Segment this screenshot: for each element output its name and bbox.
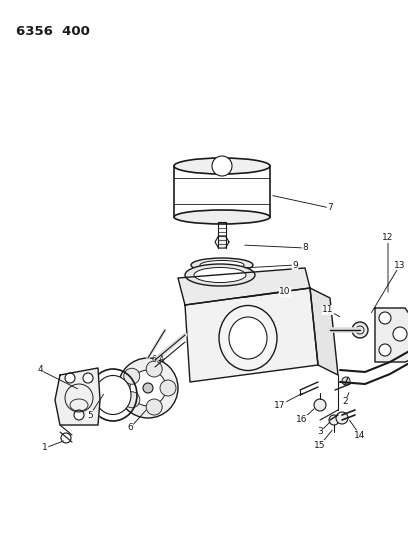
Circle shape [130,370,166,406]
Ellipse shape [191,258,253,272]
Circle shape [160,380,176,396]
Circle shape [329,415,339,425]
Text: 7: 7 [327,204,333,213]
Polygon shape [375,308,408,362]
Circle shape [212,156,232,176]
Ellipse shape [194,268,246,282]
Text: 10: 10 [279,287,291,296]
Circle shape [83,373,93,383]
Text: 14: 14 [354,431,366,440]
Circle shape [342,377,350,385]
Circle shape [146,399,162,415]
Ellipse shape [185,264,255,286]
Circle shape [146,361,162,377]
Polygon shape [215,236,229,248]
Text: 6356  400: 6356 400 [16,25,90,38]
Ellipse shape [174,158,270,174]
Text: 8: 8 [302,244,308,253]
Polygon shape [55,368,100,425]
Text: 6 A: 6 A [152,356,164,365]
Circle shape [314,399,326,411]
Polygon shape [178,268,310,305]
Text: 12: 12 [382,233,394,243]
Text: 2: 2 [342,398,348,407]
Text: 15: 15 [314,440,326,449]
Text: 5: 5 [87,410,93,419]
Circle shape [393,327,407,341]
Circle shape [356,326,364,334]
Circle shape [124,368,140,384]
Circle shape [124,392,140,408]
Text: 1: 1 [42,443,48,453]
Circle shape [118,358,178,418]
Ellipse shape [219,305,277,370]
Circle shape [74,410,84,420]
Text: 11: 11 [322,305,334,314]
Circle shape [336,412,348,424]
Polygon shape [185,288,318,382]
Ellipse shape [200,261,244,270]
Polygon shape [310,288,338,375]
Circle shape [379,312,391,324]
Text: 17: 17 [274,400,286,409]
Text: 3: 3 [317,427,323,437]
Ellipse shape [95,376,131,415]
Circle shape [379,344,391,356]
Circle shape [352,322,368,338]
Text: 16: 16 [296,416,308,424]
Ellipse shape [229,317,267,359]
Text: 4: 4 [37,366,43,375]
Ellipse shape [174,210,270,224]
Circle shape [143,383,153,393]
Text: 13: 13 [394,261,406,270]
Circle shape [65,373,75,383]
Text: 9: 9 [292,261,298,270]
Text: 6: 6 [127,424,133,432]
